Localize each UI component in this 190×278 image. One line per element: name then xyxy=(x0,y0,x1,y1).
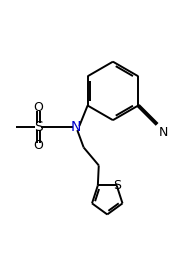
Text: N: N xyxy=(71,120,81,134)
Text: S: S xyxy=(34,120,43,134)
Text: O: O xyxy=(33,139,43,152)
Text: N: N xyxy=(159,126,168,139)
Text: O: O xyxy=(33,101,43,114)
Text: S: S xyxy=(113,179,121,192)
